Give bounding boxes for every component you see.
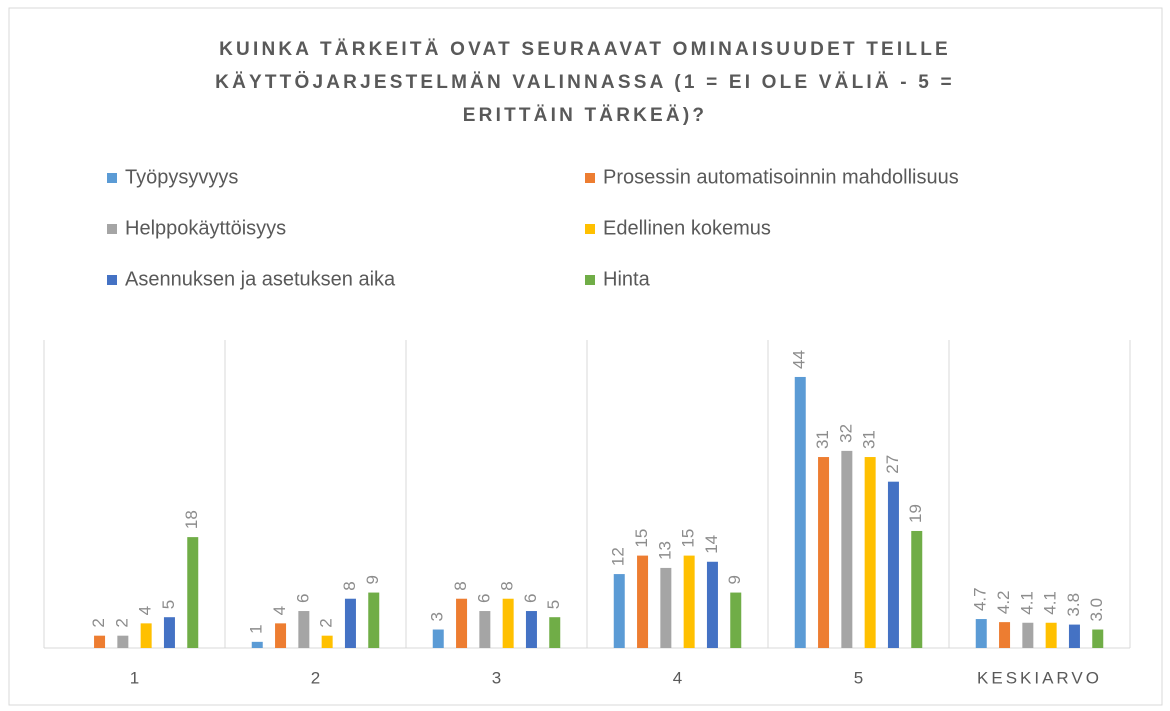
value-label: 13 bbox=[655, 541, 674, 560]
bar bbox=[275, 623, 287, 648]
value-label: 2 bbox=[89, 618, 108, 627]
value-label: 31 bbox=[860, 430, 879, 449]
value-label: 6 bbox=[293, 594, 312, 603]
bar bbox=[368, 592, 380, 648]
legend-swatch bbox=[585, 275, 595, 285]
bar bbox=[94, 635, 106, 648]
legend-label: Prosessin automatisoinnin mahdollisuus bbox=[603, 166, 959, 188]
bar bbox=[730, 592, 742, 648]
value-label: 18 bbox=[182, 510, 201, 529]
bar bbox=[479, 611, 491, 648]
value-label: 8 bbox=[498, 581, 517, 590]
bar bbox=[549, 617, 561, 648]
value-label: 2 bbox=[112, 618, 131, 627]
bar bbox=[163, 617, 175, 648]
legend-label: Asennuksen ja asetuksen aika bbox=[125, 268, 396, 290]
bar bbox=[456, 598, 468, 648]
bar bbox=[187, 537, 199, 648]
value-label: 8 bbox=[340, 581, 359, 590]
bar bbox=[1068, 624, 1080, 648]
bar bbox=[999, 622, 1011, 648]
value-label: 3.0 bbox=[1087, 598, 1106, 622]
value-label: 3 bbox=[428, 612, 447, 621]
value-label: 5 bbox=[159, 600, 178, 609]
value-label: 1 bbox=[247, 624, 266, 633]
legend-swatch bbox=[107, 275, 117, 285]
value-label: 4.7 bbox=[971, 587, 990, 611]
x-tick-label: 3 bbox=[492, 668, 501, 687]
bar bbox=[683, 555, 695, 648]
legend-label: Helppokäyttöisyys bbox=[125, 217, 286, 239]
bar bbox=[117, 635, 129, 648]
bar bbox=[321, 635, 333, 648]
value-label: 32 bbox=[836, 424, 855, 443]
bar bbox=[140, 623, 152, 648]
bar bbox=[637, 555, 649, 648]
bar bbox=[660, 567, 672, 648]
value-label: 19 bbox=[906, 504, 925, 523]
value-label: 4.1 bbox=[1017, 591, 1036, 615]
value-label: 6 bbox=[474, 594, 493, 603]
value-label: 44 bbox=[790, 350, 809, 369]
value-label: 4.1 bbox=[1041, 591, 1060, 615]
legend-label: Työpysyvyys bbox=[125, 166, 238, 188]
bar bbox=[1022, 622, 1034, 648]
bar bbox=[502, 598, 514, 648]
bar bbox=[298, 611, 310, 648]
value-label: 3.8 bbox=[1064, 593, 1083, 617]
bar bbox=[818, 457, 830, 648]
bar bbox=[975, 619, 987, 648]
bar bbox=[1092, 629, 1104, 648]
value-label: 8 bbox=[451, 581, 470, 590]
value-label: 4 bbox=[270, 606, 289, 615]
bar bbox=[706, 561, 718, 648]
value-label: 14 bbox=[702, 535, 721, 554]
value-label: 27 bbox=[883, 455, 902, 474]
legend-swatch bbox=[585, 224, 595, 234]
x-tick-label: 5 bbox=[854, 668, 863, 687]
legend-label: Hinta bbox=[603, 268, 651, 290]
legend-label: Edellinen kokemus bbox=[603, 217, 771, 239]
bar bbox=[613, 574, 625, 648]
value-label: 4.2 bbox=[994, 590, 1013, 614]
value-label: 4 bbox=[136, 606, 155, 615]
bar bbox=[525, 611, 537, 648]
value-label: 9 bbox=[363, 575, 382, 584]
bar bbox=[841, 450, 853, 648]
value-label: 15 bbox=[632, 529, 651, 548]
x-tick-label: KESKIARVO bbox=[977, 668, 1102, 687]
x-tick-label: 2 bbox=[311, 668, 320, 687]
bar bbox=[1045, 622, 1057, 648]
bar bbox=[911, 530, 923, 648]
bar bbox=[432, 629, 444, 648]
chart-border bbox=[8, 7, 1163, 706]
value-label: 5 bbox=[544, 600, 563, 609]
value-label: 6 bbox=[521, 594, 540, 603]
x-tick-label: 4 bbox=[673, 668, 682, 687]
bar bbox=[251, 641, 263, 648]
value-label: 12 bbox=[609, 547, 628, 566]
legend-swatch bbox=[107, 173, 117, 183]
value-label: 15 bbox=[679, 529, 698, 548]
x-tick-label: 1 bbox=[130, 668, 139, 687]
bar bbox=[864, 457, 876, 648]
value-label: 2 bbox=[317, 618, 336, 627]
bar bbox=[887, 481, 899, 648]
value-label: 9 bbox=[725, 575, 744, 584]
bar bbox=[344, 598, 356, 648]
legend-swatch bbox=[585, 173, 595, 183]
value-label: 31 bbox=[813, 430, 832, 449]
chart-title: KUINKA TÄRKEITÄ OVAT SEURAAVAT OMINAISUU… bbox=[215, 39, 955, 126]
bar bbox=[794, 376, 806, 648]
legend-swatch bbox=[107, 224, 117, 234]
